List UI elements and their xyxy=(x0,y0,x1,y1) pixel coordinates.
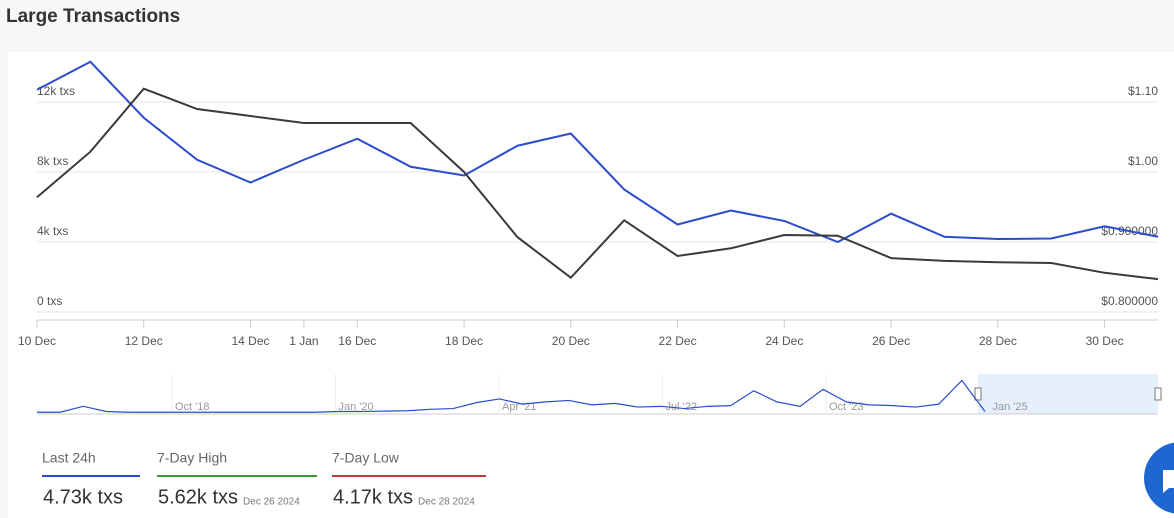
x-tick-label: 28 Dec xyxy=(979,334,1017,348)
x-tick-label: 1 Jan xyxy=(289,334,318,348)
nav-handle[interactable] xyxy=(974,387,982,401)
stat-label: 7-Day High xyxy=(157,450,227,466)
nav-label: Oct '18 xyxy=(175,401,210,413)
stat-value: 4.17k txs xyxy=(333,486,413,508)
chart-title: Large Transactions xyxy=(6,6,180,27)
panel xyxy=(8,52,1174,518)
x-tick-label: 14 Dec xyxy=(232,334,270,348)
nav-label: Jan '20 xyxy=(339,401,374,413)
stat-value: 5.62k txs xyxy=(158,486,238,508)
y-tick-label: 8k txs xyxy=(37,154,68,168)
x-tick-label: 30 Dec xyxy=(1086,334,1124,348)
line-series xyxy=(36,87,1159,281)
stat-date: Dec 26 2024 xyxy=(243,497,300,508)
y-tick-label: 0 txs xyxy=(37,294,62,308)
x-tick-label: 22 Dec xyxy=(659,334,697,348)
x-tick-label: 26 Dec xyxy=(872,334,910,348)
y2-tick-label: $1.00 xyxy=(1128,154,1158,168)
stat-label: 7-Day Low xyxy=(332,450,400,466)
y2-tick-label: $1.10 xyxy=(1128,84,1158,98)
nav-label: Oct '23 xyxy=(829,401,864,413)
stat-label: Last 24h xyxy=(42,450,96,466)
chat-icon xyxy=(1163,470,1174,493)
stat-value: 4.73k txs xyxy=(43,486,123,508)
x-tick-label: 16 Dec xyxy=(338,334,376,348)
line-series xyxy=(36,60,1159,244)
x-tick-label: 24 Dec xyxy=(765,334,803,348)
y-tick-label: 12k txs xyxy=(37,84,75,98)
y-tick-label: 4k txs xyxy=(37,224,68,238)
stat-date: Dec 28 2024 xyxy=(418,497,475,508)
chat-button[interactable] xyxy=(1144,442,1174,514)
y2-tick-label: $0.800000 xyxy=(1101,294,1158,308)
x-tick-label: 20 Dec xyxy=(552,334,590,348)
x-tick-label: 18 Dec xyxy=(445,334,483,348)
x-tick-label: 10 Dec xyxy=(18,334,56,348)
nav-label: Jul '22 xyxy=(666,401,697,413)
nav-line xyxy=(37,379,986,413)
nav-handle[interactable] xyxy=(1154,387,1162,401)
nav-selection[interactable] xyxy=(978,374,1158,414)
x-tick-label: 12 Dec xyxy=(125,334,163,348)
nav-label: Jan '25 xyxy=(993,401,1028,413)
